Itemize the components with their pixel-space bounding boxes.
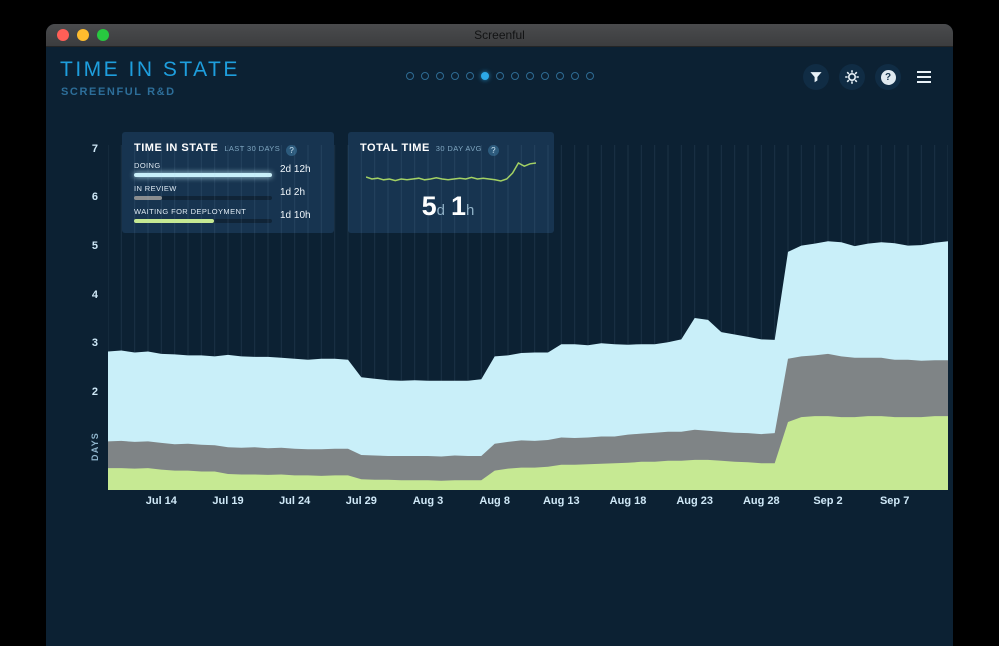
total-time-value: 5d1h <box>360 191 542 222</box>
pagination-dot-8[interactable] <box>510 72 519 80</box>
page-subtitle: SCREENFUL R&D <box>61 86 176 98</box>
dashboard-pagination <box>405 72 594 80</box>
total-time-card: TOTAL TIME 30 DAY AVG ? 5d1h <box>348 132 554 233</box>
y-axis-label: 4 <box>91 288 98 301</box>
state-value: 2d 12h <box>280 163 311 175</box>
filter-icon <box>810 72 822 83</box>
card-title: TOTAL TIME <box>360 142 430 154</box>
window-titlebar[interactable]: Screenful <box>46 24 953 47</box>
x-axis-label: Sep 2 <box>813 495 843 507</box>
state-bar-doing <box>134 173 272 177</box>
pagination-dot-13[interactable] <box>585 72 594 80</box>
x-axis-label: Aug 13 <box>542 495 580 507</box>
minimize-button[interactable] <box>77 29 89 41</box>
close-button[interactable] <box>57 29 69 41</box>
page-title: TIME IN STATE <box>60 58 240 81</box>
card-title: TIME IN STATE <box>134 142 219 154</box>
pagination-dot-3[interactable] <box>435 72 444 80</box>
area-doing <box>108 241 948 490</box>
y-axis-label: 5 <box>91 240 98 253</box>
x-axis-label: Aug 8 <box>479 495 510 507</box>
pagination-dot-7[interactable] <box>495 72 504 80</box>
pagination-dot-1[interactable] <box>405 72 414 80</box>
window-controls <box>57 29 109 41</box>
card-subtitle: LAST 30 DAYS <box>224 144 281 153</box>
summary-cards: TIME IN STATE LAST 30 DAYS ? DOING 2d 12… <box>122 132 554 233</box>
help-icon: ? <box>880 69 896 85</box>
x-axis-label: Sep 7 <box>879 495 910 507</box>
state-value: 1d 2h <box>280 186 306 198</box>
state-row-doing: DOING 2d 12h <box>134 161 322 177</box>
x-axis-label: Jul 29 <box>345 495 377 507</box>
state-label: IN REVIEW <box>134 184 177 193</box>
area-in-review <box>108 353 948 490</box>
total-days-unit: d <box>437 202 445 219</box>
x-axis-label: Aug 23 <box>676 495 713 507</box>
y-axis-label: 2 <box>91 385 98 398</box>
x-axis-label: Jul 24 <box>279 495 311 507</box>
zoom-button[interactable] <box>97 29 109 41</box>
area-waiting-for-deployment <box>108 416 948 490</box>
time-in-state-card: TIME IN STATE LAST 30 DAYS ? DOING 2d 12… <box>122 132 334 233</box>
state-label: DOING <box>134 161 161 170</box>
settings-button[interactable] <box>839 64 865 90</box>
pagination-dot-4[interactable] <box>450 72 459 80</box>
pagination-dot-2[interactable] <box>420 72 429 80</box>
y-axis-label: 7 <box>91 142 98 155</box>
state-bar-in-review <box>134 196 162 200</box>
state-bar-track <box>134 219 272 223</box>
total-hours-unit: h <box>466 202 475 219</box>
total-time-sparkline <box>365 161 537 182</box>
state-row-waiting-for-deployment: WAITING FOR DEPLOYMENT 1d 10h <box>134 207 322 223</box>
pagination-dot-10[interactable] <box>540 72 549 80</box>
x-axis-label: Aug 28 <box>742 495 780 507</box>
help-badge-icon[interactable]: ? <box>286 145 298 156</box>
pagination-dot-9[interactable] <box>525 72 534 80</box>
card-subtitle: 30 DAY AVG <box>435 144 482 153</box>
pagination-dot-12[interactable] <box>570 72 579 80</box>
x-axis-label: Jul 19 <box>212 495 244 507</box>
pagination-dot-11[interactable] <box>555 72 564 80</box>
state-label: WAITING FOR DEPLOYMENT <box>134 207 247 216</box>
state-bar-track <box>134 196 272 200</box>
menu-button[interactable] <box>911 64 937 90</box>
help-button[interactable]: ? <box>875 64 901 90</box>
menu-icon <box>917 71 931 83</box>
state-bar-waiting <box>134 219 215 223</box>
x-axis-label: Jul 14 <box>145 495 177 507</box>
total-days-number: 5 <box>421 191 437 221</box>
y-axis-label: 3 <box>91 337 98 350</box>
y-axis-label: 6 <box>91 191 98 204</box>
state-value: 1d 10h <box>280 209 311 221</box>
toolbar: ? <box>803 64 937 90</box>
pagination-dot-5[interactable] <box>465 72 474 80</box>
app-window: Screenful TIME IN STATE SCREENFUL R&D ? <box>46 24 953 646</box>
window-title: Screenful <box>474 28 525 42</box>
settings-icon <box>845 70 859 84</box>
state-bar-track <box>134 173 272 177</box>
stacked-area-chart[interactable] <box>108 145 948 490</box>
help-badge-icon[interactable]: ? <box>487 145 499 156</box>
state-row-in-review: IN REVIEW 1d 2h <box>134 184 322 200</box>
x-axis-label: Aug 18 <box>609 495 647 507</box>
filter-button[interactable] <box>803 64 829 90</box>
pagination-dot-6[interactable] <box>480 72 489 80</box>
x-axis-label: Aug 3 <box>412 495 444 507</box>
total-hours-number: 1 <box>451 191 467 221</box>
y-axis-title: DAYS <box>90 432 100 461</box>
